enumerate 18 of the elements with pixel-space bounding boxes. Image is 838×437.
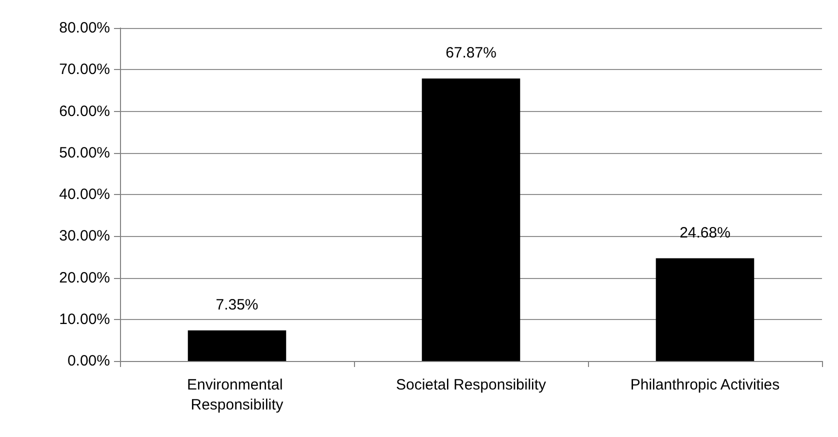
data-label: 7.35% xyxy=(216,296,258,314)
x-tick-label: Environmental Responsibility xyxy=(186,376,288,414)
data-label: 67.87% xyxy=(446,44,496,62)
y-tick-label: 10.00% xyxy=(59,310,110,328)
y-tick-label: 60.00% xyxy=(59,102,110,120)
data-label: 24.68% xyxy=(680,224,730,242)
bar xyxy=(422,78,520,361)
y-tick-label: 70.00% xyxy=(59,61,110,78)
x-tick-label: Philanthropic Activities xyxy=(630,376,780,394)
y-tick-label: 0.00% xyxy=(67,352,110,370)
y-tick-label: 40.00% xyxy=(59,186,110,203)
y-tick-label: 50.00% xyxy=(59,144,110,162)
y-tick-label: 20.00% xyxy=(59,269,110,286)
y-tick-label: 80.00% xyxy=(59,20,110,36)
bar xyxy=(656,258,754,361)
y-tick-label: 30.00% xyxy=(59,228,110,245)
bar xyxy=(188,330,286,361)
x-tick-label: Societal Responsibility xyxy=(396,376,547,394)
